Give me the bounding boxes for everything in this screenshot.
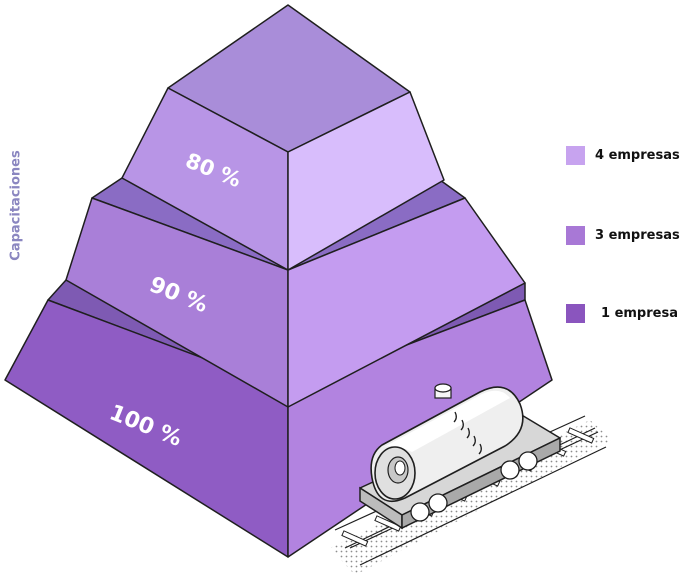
legend-swatch <box>566 146 585 165</box>
tank-car-icon <box>330 383 612 575</box>
axis-label: Capacitaciones <box>8 149 24 261</box>
legend-label: 4 empresas <box>595 148 680 163</box>
legend-label: 1 empresa <box>601 306 678 321</box>
legend-item-1-empresa: 1 empresa <box>566 304 678 323</box>
legend-item-4-empresas: 4 empresas <box>566 146 680 165</box>
tier-top: 80 % <box>121 4 445 271</box>
legend-label: 3 empresas <box>595 228 680 243</box>
legend-swatch <box>566 226 585 245</box>
legend-item-3-empresas: 3 empresas <box>566 226 680 245</box>
legend-swatch <box>566 304 585 323</box>
tier-middle-right-face <box>287 197 526 408</box>
tier-top-right-face <box>287 91 445 271</box>
axis-label-container: Capacitaciones <box>6 140 26 270</box>
